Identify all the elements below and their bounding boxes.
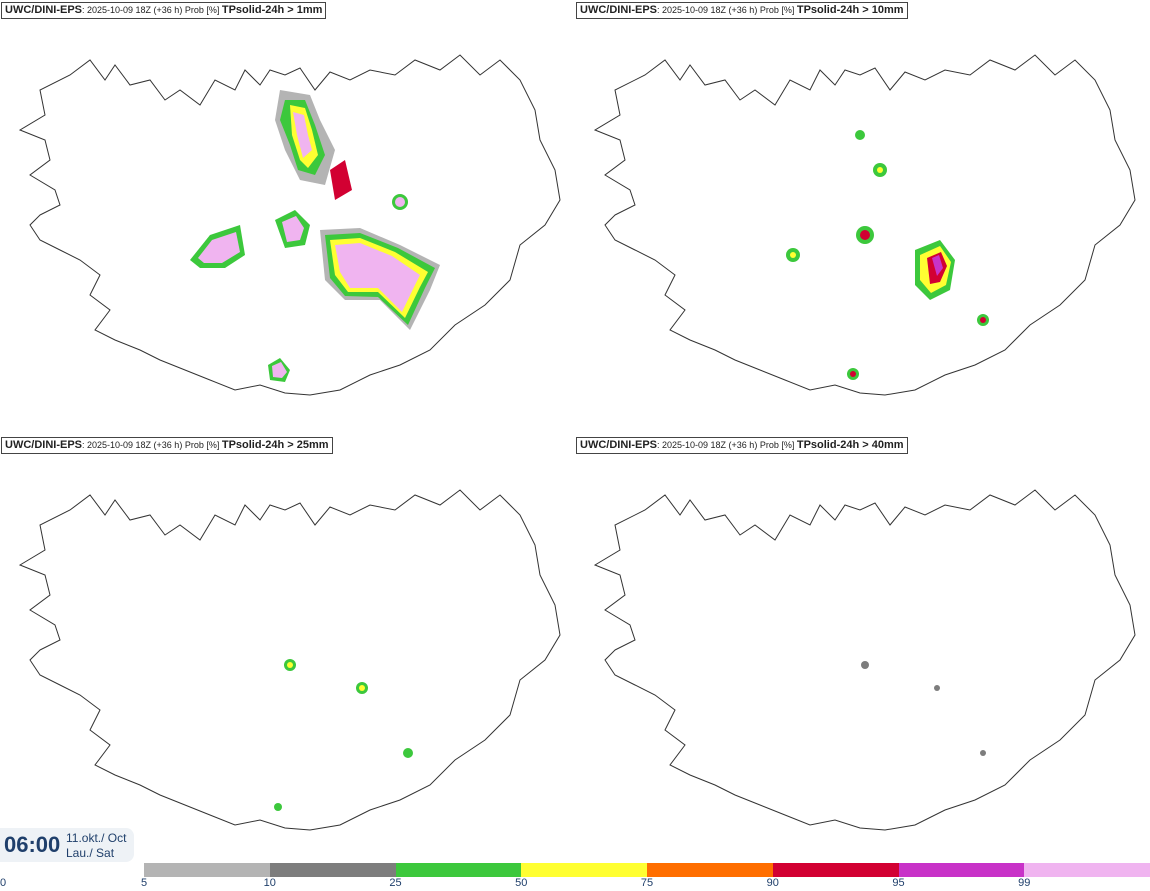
map-panel-1mm: UWC/DINI-EPS: 2025-10-09 18Z (+36 h) Pro…: [0, 0, 575, 430]
colorbar-tick-label: 0: [0, 877, 7, 889]
colorbar-segment: [395, 863, 522, 877]
valid-date-line2: Lau./ Sat: [66, 846, 115, 860]
colorbar-tick-label: 25: [389, 877, 402, 889]
colorbar-tick-label: 90: [766, 877, 779, 889]
probability-colorbar: [144, 863, 1150, 877]
panel-title: UWC/DINI-EPS: 2025-10-09 18Z (+36 h) Pro…: [1, 437, 333, 454]
valid-time-box: 06:00 11.okt./ Oct Lau./ Sat: [0, 828, 134, 862]
colorbar-segment: [898, 863, 1025, 877]
probability-fields: [861, 661, 986, 756]
panel-title: UWC/DINI-EPS: 2025-10-09 18Z (+36 h) Pro…: [576, 2, 908, 19]
colorbar-segment: [647, 863, 773, 877]
iceland-map: [593, 54, 1136, 396]
iceland-map: [18, 489, 561, 831]
map-panel-25mm: UWC/DINI-EPS: 2025-10-09 18Z (+36 h) Pro…: [0, 435, 575, 865]
colorbar-tick-label: 50: [515, 877, 528, 889]
colorbar-segment: [269, 863, 396, 877]
iceland-map: [18, 54, 561, 396]
probability-fields: [274, 659, 413, 811]
colorbar-segment: [1024, 863, 1150, 877]
panel-title: UWC/DINI-EPS: 2025-10-09 18Z (+36 h) Pro…: [576, 437, 908, 454]
map-panel-40mm: UWC/DINI-EPS: 2025-10-09 18Z (+36 h) Pro…: [575, 435, 1150, 865]
iceland-map: [593, 489, 1136, 831]
panel-title: UWC/DINI-EPS: 2025-10-09 18Z (+36 h) Pro…: [1, 2, 327, 19]
probability-fields: [190, 90, 440, 382]
colorbar-tick-label: 10: [263, 877, 276, 889]
valid-date-line1: 11.okt./ Oct: [66, 831, 127, 845]
colorbar-segment: [144, 863, 270, 877]
colorbar-tick-label: 99: [1018, 877, 1031, 889]
map-panel-10mm: UWC/DINI-EPS: 2025-10-09 18Z (+36 h) Pro…: [575, 0, 1150, 430]
probability-fields: [786, 130, 989, 380]
colorbar-tick-label: 75: [640, 877, 654, 889]
colorbar-tick-label: 5: [140, 877, 148, 889]
valid-time: 06:00: [4, 832, 61, 857]
colorbar-tick-label: 95: [892, 877, 905, 889]
colorbar-segment: [772, 863, 899, 877]
colorbar-segment: [521, 863, 647, 877]
